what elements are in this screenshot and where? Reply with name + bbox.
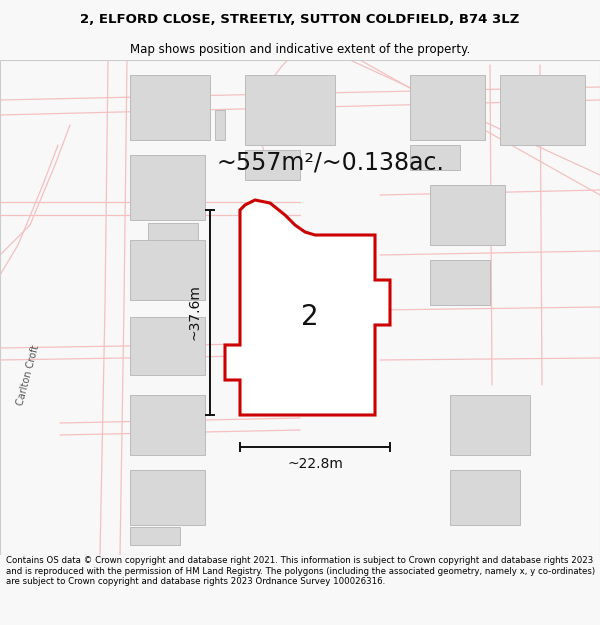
Bar xyxy=(130,470,205,525)
Bar xyxy=(130,240,205,300)
Bar xyxy=(215,110,225,140)
Bar xyxy=(130,395,205,455)
Bar xyxy=(130,75,210,140)
Bar xyxy=(245,150,300,180)
Bar xyxy=(450,395,530,455)
Bar xyxy=(245,75,335,145)
Text: ~557m²/~0.138ac.: ~557m²/~0.138ac. xyxy=(216,151,444,175)
Text: 2, ELFORD CLOSE, STREETLY, SUTTON COLDFIELD, B74 3LZ: 2, ELFORD CLOSE, STREETLY, SUTTON COLDFI… xyxy=(80,13,520,26)
Text: 2: 2 xyxy=(301,303,319,331)
Bar xyxy=(130,155,205,220)
Bar xyxy=(148,223,198,245)
Bar xyxy=(430,185,505,245)
Bar xyxy=(500,75,585,145)
Bar xyxy=(130,527,180,545)
Text: Carlton Croft: Carlton Croft xyxy=(15,344,41,406)
Text: Contains OS data © Crown copyright and database right 2021. This information is : Contains OS data © Crown copyright and d… xyxy=(6,556,595,586)
Bar xyxy=(450,470,520,525)
Bar xyxy=(130,317,205,375)
Polygon shape xyxy=(225,200,390,415)
Bar xyxy=(410,75,485,140)
Text: Map shows position and indicative extent of the property.: Map shows position and indicative extent… xyxy=(130,43,470,56)
Bar xyxy=(410,145,460,170)
Bar xyxy=(430,260,490,305)
Text: ~22.8m: ~22.8m xyxy=(287,457,343,471)
Bar xyxy=(248,245,358,380)
Text: ~37.6m: ~37.6m xyxy=(188,284,202,341)
